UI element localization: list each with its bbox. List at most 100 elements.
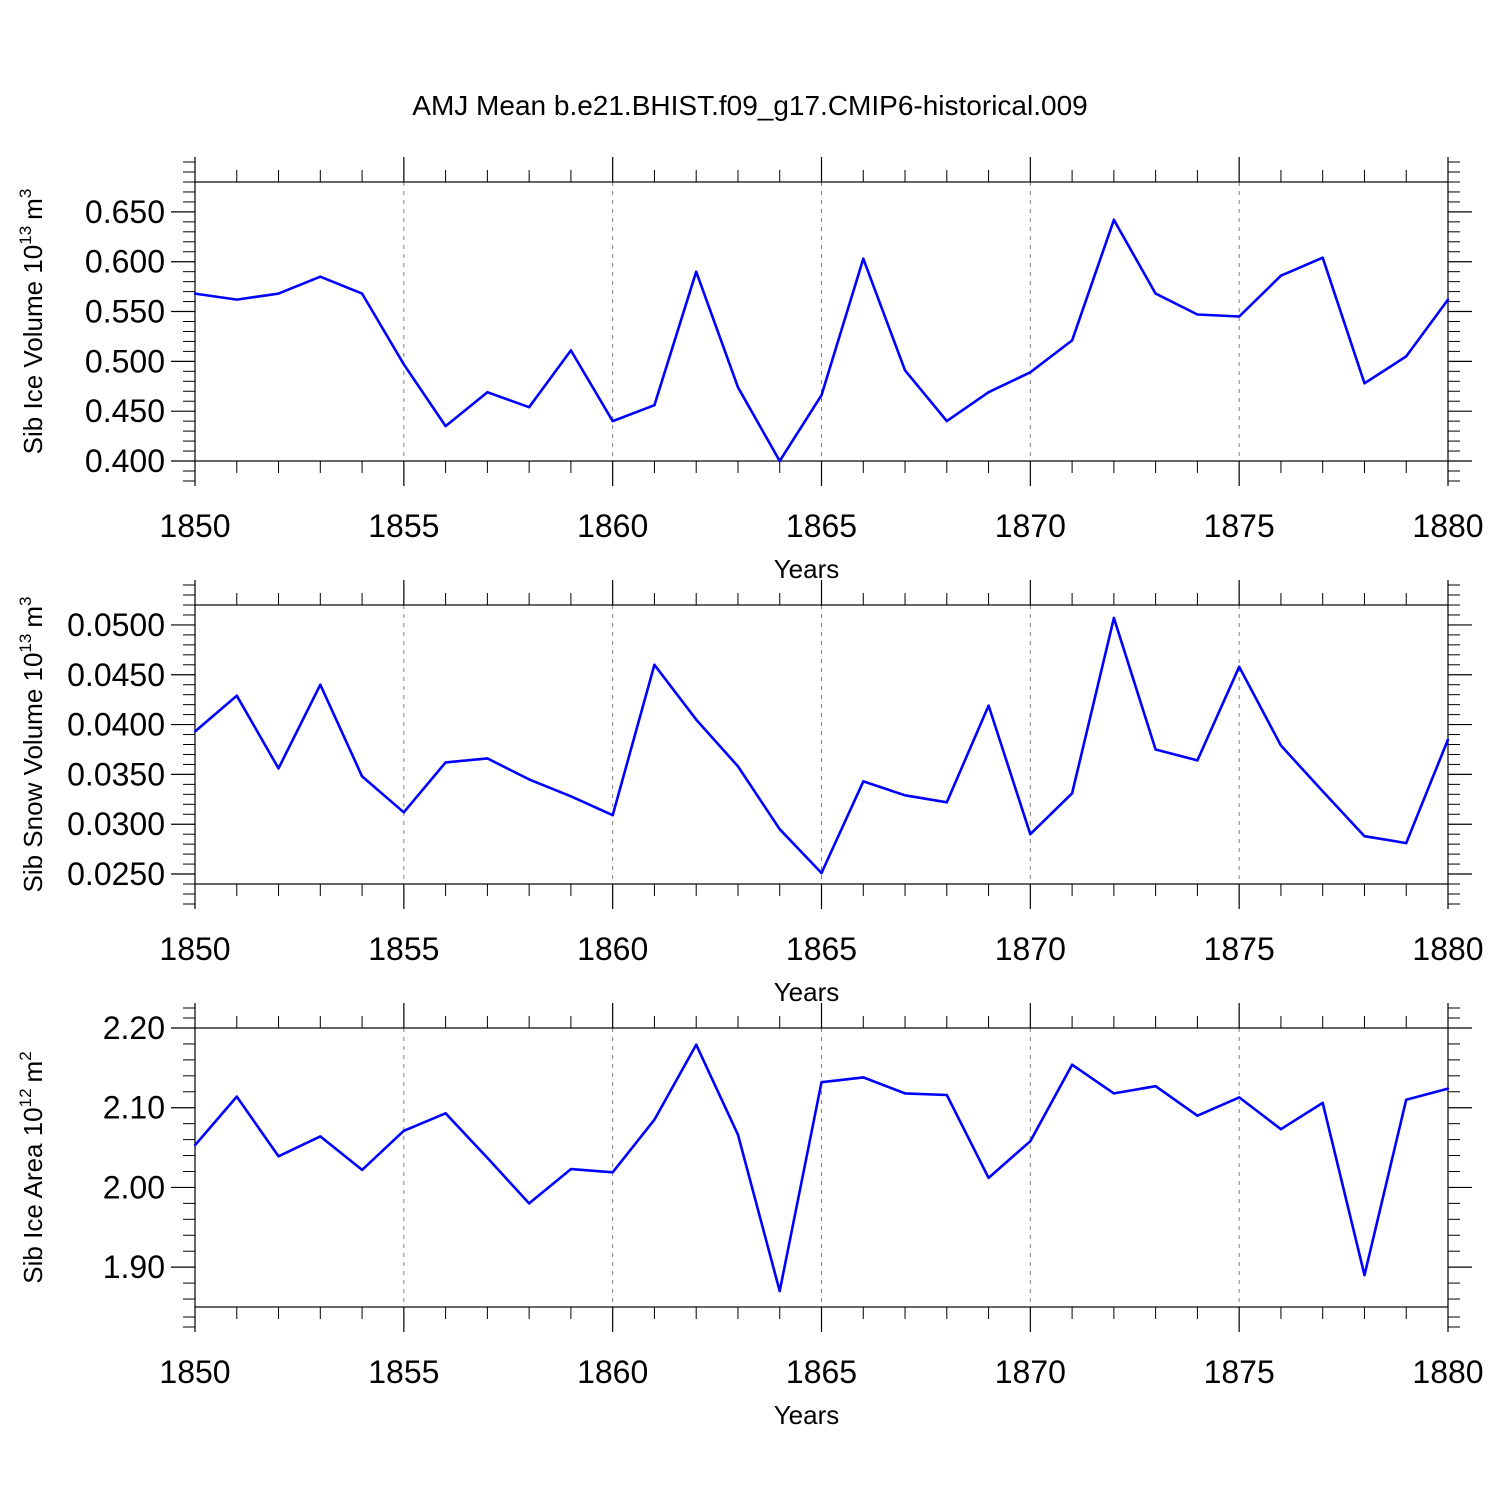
data-point	[903, 794, 907, 797]
y-tick-label: 0.0300	[67, 806, 165, 842]
data-point	[1279, 274, 1283, 277]
data-point	[486, 1156, 489, 1160]
y-axis-label: Sib Ice Area 1012 m2	[16, 1051, 48, 1283]
y-tick-label: 0.0250	[67, 856, 165, 892]
data-point	[695, 270, 698, 273]
data-point	[1237, 1096, 1241, 1099]
data-point	[486, 757, 489, 760]
x-tick-label: 1875	[1204, 1354, 1275, 1390]
x-axis-label: Years	[774, 554, 840, 584]
data-point	[1070, 792, 1074, 795]
data-point	[277, 767, 280, 770]
data-point	[1363, 382, 1366, 385]
data-point	[987, 704, 990, 707]
y-axis-label-exponent: 13	[16, 226, 35, 245]
data-point	[778, 459, 781, 463]
data-point	[193, 292, 197, 295]
y-axis-label: Sib Snow Volume 1013 m3	[16, 597, 48, 893]
data-point	[486, 391, 489, 394]
y-tick-label: 0.400	[85, 443, 165, 479]
x-tick-label: 1875	[1204, 931, 1275, 967]
x-tick-label: 1865	[786, 508, 857, 544]
data-point	[736, 1133, 740, 1137]
data-point	[1446, 298, 1450, 301]
data-point	[862, 1076, 865, 1079]
data-point	[1446, 1087, 1450, 1090]
data-point	[987, 1176, 990, 1180]
data-point	[1154, 292, 1157, 295]
data-point	[736, 765, 740, 768]
y-tick-label: 0.500	[85, 343, 165, 379]
data-point	[820, 1081, 823, 1084]
y-tick-label: 1.90	[103, 1249, 165, 1285]
data-point	[1029, 832, 1032, 836]
x-tick-label: 1870	[995, 931, 1066, 967]
data-point	[319, 275, 322, 278]
data-point	[319, 683, 322, 686]
y-axis-label-main: Sib Ice Volume 10	[18, 245, 48, 455]
data-point	[820, 871, 823, 875]
y-axis-label-main: Sib Snow Volume 10	[18, 653, 48, 893]
data-point	[945, 801, 948, 804]
chart-panel-ice-volume: 1850 1855 1860 1865 1870 1875 1880 0.400 0.450 0.…	[16, 157, 1484, 584]
data-point	[360, 1168, 364, 1172]
x-tick-label: 1880	[1412, 508, 1483, 544]
data-point	[1112, 1092, 1116, 1095]
y-axis-label-exponent: 12	[16, 1088, 35, 1107]
y-axis-label-unit-exponent: 3	[16, 189, 35, 198]
data-point	[1321, 790, 1324, 793]
data-point	[1405, 1098, 1408, 1101]
data-point	[402, 363, 406, 366]
data-point	[1070, 339, 1074, 342]
x-tick-label: 1860	[577, 1354, 648, 1390]
data-point	[862, 780, 865, 783]
y-tick-label: 0.0500	[67, 607, 165, 643]
data-point	[360, 775, 364, 778]
data-point	[1237, 665, 1241, 668]
data-point	[1279, 1128, 1283, 1131]
chart-panel-snow-volume: 1850 1855 1860 1865 1870 1875 1880 0.0250 0.0300…	[16, 580, 1484, 1007]
data-point	[235, 694, 238, 697]
data-point	[1196, 1114, 1199, 1117]
data-point	[1321, 256, 1324, 259]
y-axis-label-unit-exponent: 2	[16, 1051, 35, 1060]
x-tick-label: 1880	[1412, 1354, 1483, 1390]
data-point	[903, 369, 907, 372]
chart-panel-ice-area: 1850 1855 1860 1865 1870 1875 1880 1.90 2.00 2.10…	[16, 1003, 1484, 1430]
y-tick-label: 0.0350	[67, 756, 165, 792]
data-point	[653, 404, 656, 407]
x-tick-label: 1855	[368, 508, 439, 544]
data-point	[695, 718, 698, 721]
data-point	[903, 1092, 907, 1095]
y-axis-label-unit: m	[18, 198, 48, 220]
data-point	[444, 424, 447, 428]
y-axis-label-main: Sib Ice Area 10	[18, 1107, 48, 1283]
data-point	[611, 814, 614, 817]
x-tick-label: 1860	[577, 931, 648, 967]
data-point	[653, 1118, 656, 1121]
data-point	[360, 292, 364, 295]
data-point	[1154, 1084, 1157, 1088]
data-point	[193, 1143, 197, 1147]
y-axis-label-unit-exponent: 3	[16, 597, 35, 606]
data-point	[695, 1043, 698, 1046]
y-tick-label: 0.0450	[67, 657, 165, 693]
data-point	[862, 257, 865, 260]
data-point	[527, 405, 531, 409]
data-point	[778, 827, 781, 831]
data-point	[1196, 313, 1199, 316]
data-point	[569, 349, 573, 352]
y-axis-label: Sib Ice Volume 1013 m3	[16, 189, 48, 455]
y-axis-label-exponent: 13	[16, 634, 35, 653]
y-tick-label: 2.00	[103, 1169, 165, 1205]
data-point	[1237, 315, 1241, 318]
data-point	[611, 1171, 614, 1174]
data-point	[1446, 738, 1450, 741]
data-point	[736, 386, 740, 389]
data-point	[1279, 744, 1283, 747]
data-point	[945, 1093, 948, 1097]
data-point	[444, 1112, 447, 1115]
x-tick-label: 1850	[159, 1354, 230, 1390]
y-tick-label: 0.0400	[67, 707, 165, 743]
